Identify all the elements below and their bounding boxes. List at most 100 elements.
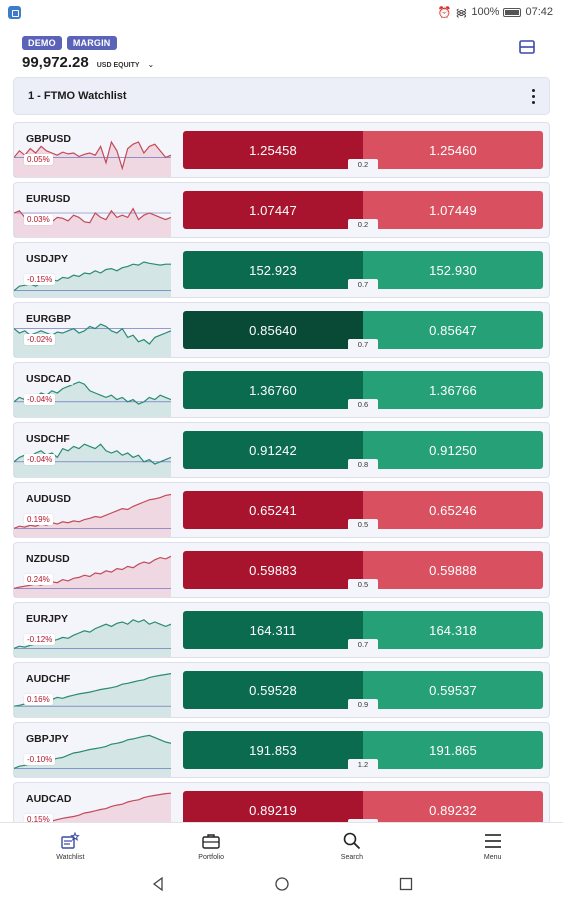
watchlist-row[interactable]: USDCHF -0.04% 0.91242 0.91250 0.8 bbox=[13, 422, 550, 478]
spread-value: 0.6 bbox=[348, 399, 378, 409]
sell-bid-button[interactable]: 0.85640 bbox=[183, 311, 363, 349]
sell-bid-button[interactable]: 0.91242 bbox=[183, 431, 363, 469]
instrument-symbol: AUDCAD bbox=[24, 793, 74, 805]
sell-bid-button[interactable]: 152.923 bbox=[183, 251, 363, 289]
watchlist-row[interactable]: GBPUSD 0.05% 1.25458 1.25460 0.2 bbox=[13, 122, 550, 178]
watchlist-row[interactable]: EURGBP -0.02% 0.85640 0.85647 0.7 bbox=[13, 302, 550, 358]
watchlist-row[interactable]: USDCAD -0.04% 1.36760 1.36766 0.6 bbox=[13, 362, 550, 418]
instrument-info[interactable]: AUDUSD 0.19% bbox=[14, 483, 171, 537]
sparkline-line bbox=[14, 555, 171, 589]
watchlist-title: 1 - FTMO Watchlist bbox=[28, 90, 127, 102]
sell-bid-button[interactable]: 0.59883 bbox=[183, 551, 363, 589]
sell-bid-button[interactable]: 0.89219 bbox=[183, 791, 363, 822]
sparkline-chart bbox=[14, 673, 171, 717]
buy-ask-button[interactable]: 1.36766 bbox=[363, 371, 543, 409]
battery-percent: 100% bbox=[471, 6, 500, 18]
instrument-info[interactable]: EURJPY -0.12% bbox=[14, 603, 171, 657]
instrument-info[interactable]: USDCAD -0.04% bbox=[14, 363, 171, 417]
nav-watchlist-label: Watchlist bbox=[56, 853, 85, 861]
instrument-info[interactable]: EURUSD 0.03% bbox=[14, 183, 171, 237]
daily-change: -0.04% bbox=[24, 394, 56, 405]
sparkline-area bbox=[14, 208, 171, 237]
buy-ask-button[interactable]: 0.89232 bbox=[363, 791, 543, 822]
sparkline-area bbox=[14, 324, 171, 357]
margin-badge: MARGIN bbox=[66, 36, 117, 50]
buy-ask-button[interactable]: 1.25460 bbox=[363, 131, 543, 169]
recents-icon[interactable] bbox=[399, 877, 413, 891]
sparkline-area bbox=[45, 793, 171, 822]
sparkline-chart bbox=[14, 207, 171, 237]
buy-ask-button[interactable]: 0.59888 bbox=[363, 551, 543, 589]
more-options-icon[interactable] bbox=[531, 88, 535, 104]
sparkline-chart bbox=[14, 381, 171, 417]
sparkline-area bbox=[14, 262, 171, 297]
instrument-symbol: EURUSD bbox=[24, 193, 73, 205]
instrument-info[interactable]: USDCHF -0.04% bbox=[14, 423, 171, 477]
hamburger-menu-icon bbox=[484, 833, 501, 848]
instrument-info[interactable]: GBPUSD 0.05% bbox=[14, 123, 171, 177]
nav-menu[interactable]: Menu bbox=[422, 823, 563, 868]
buy-ask-button[interactable]: 0.91250 bbox=[363, 431, 543, 469]
buy-ask-button[interactable]: 1.07449 bbox=[363, 191, 543, 229]
buy-ask-button[interactable]: 0.65246 bbox=[363, 491, 543, 529]
system-navigation-bar bbox=[0, 868, 563, 900]
spread-value: 0.8 bbox=[348, 459, 378, 469]
nav-portfolio[interactable]: Portfolio bbox=[141, 823, 282, 868]
wifi-icon: ᯼ bbox=[455, 6, 468, 19]
instrument-info[interactable]: USDJPY -0.15% bbox=[14, 243, 171, 297]
daily-change: -0.15% bbox=[24, 274, 56, 285]
watchlist-selector[interactable]: 1 - FTMO Watchlist bbox=[13, 77, 550, 115]
back-icon[interactable] bbox=[151, 877, 165, 891]
nav-search[interactable]: Search bbox=[282, 823, 423, 868]
equity-label: USD EQUITY bbox=[96, 62, 140, 69]
buy-ask-button[interactable]: 164.318 bbox=[363, 611, 543, 649]
watchlist-row[interactable]: EURUSD 0.03% 1.07447 1.07449 0.2 bbox=[13, 182, 550, 238]
price-buttons: 0.65241 0.65246 0.5 bbox=[183, 491, 543, 529]
watchlist-row[interactable]: GBPJPY -0.10% 191.853 191.865 1.2 bbox=[13, 722, 550, 778]
sparkline-line bbox=[14, 381, 171, 405]
buy-ask-button[interactable]: 191.865 bbox=[363, 731, 543, 769]
buy-ask-button[interactable]: 0.85647 bbox=[363, 311, 543, 349]
sell-bid-button[interactable]: 0.65241 bbox=[183, 491, 363, 529]
clock: 07:42 bbox=[525, 6, 553, 18]
instrument-info[interactable]: NZDUSD 0.24% bbox=[14, 543, 171, 597]
price-buttons: 0.59883 0.59888 0.5 bbox=[183, 551, 543, 589]
spread-value: 0.2 bbox=[348, 219, 378, 229]
layout-toggle-icon[interactable] bbox=[519, 40, 535, 54]
sparkline-line bbox=[14, 443, 171, 465]
price-buttons: 0.59528 0.59537 0.9 bbox=[183, 671, 543, 709]
home-icon[interactable] bbox=[274, 877, 289, 891]
sell-bid-button[interactable]: 1.07447 bbox=[183, 191, 363, 229]
instrument-info[interactable]: GBPJPY -0.10% bbox=[14, 723, 171, 777]
instrument-info[interactable]: AUDCHF 0.16% bbox=[14, 663, 171, 717]
watchlist-row[interactable]: NZDUSD 0.24% 0.59883 0.59888 0.5 bbox=[13, 542, 550, 598]
sell-bid-button[interactable]: 1.25458 bbox=[183, 131, 363, 169]
spread-value: 0.7 bbox=[348, 339, 378, 349]
watchlist-row[interactable]: AUDUSD 0.19% 0.65241 0.65246 0.5 bbox=[13, 482, 550, 538]
buy-ask-button[interactable]: 152.930 bbox=[363, 251, 543, 289]
equity-selector[interactable]: 99,972.28 USD EQUITY ⌄ bbox=[22, 54, 154, 71]
price-buttons: 1.07447 1.07449 0.2 bbox=[183, 191, 543, 229]
price-buttons: 164.311 164.318 0.7 bbox=[183, 611, 543, 649]
sparkline-area bbox=[14, 444, 171, 477]
instrument-info[interactable]: AUDCAD 0.15% bbox=[14, 783, 171, 822]
sell-bid-button[interactable]: 0.59528 bbox=[183, 671, 363, 709]
sparkline-line bbox=[14, 140, 171, 171]
instrument-info[interactable]: EURGBP -0.02% bbox=[14, 303, 171, 357]
sparkline-area bbox=[14, 735, 171, 777]
watchlist-row[interactable]: USDJPY -0.15% 152.923 152.930 0.7 bbox=[13, 242, 550, 298]
instrument-symbol: EURGBP bbox=[24, 313, 73, 325]
buy-ask-button[interactable]: 0.59537 bbox=[363, 671, 543, 709]
watchlist-row[interactable]: EURJPY -0.12% 164.311 164.318 0.7 bbox=[13, 602, 550, 658]
sell-bid-button[interactable]: 164.311 bbox=[183, 611, 363, 649]
sparkline-chart bbox=[14, 619, 171, 657]
alarm-icon: ⏰ bbox=[437, 6, 452, 19]
sparkline-chart bbox=[41, 792, 171, 822]
sell-bid-button[interactable]: 191.853 bbox=[183, 731, 363, 769]
watchlist-row[interactable]: AUDCHF 0.16% 0.59528 0.59537 0.9 bbox=[13, 662, 550, 718]
nav-watchlist[interactable]: Watchlist bbox=[0, 823, 141, 868]
sparkline-chart bbox=[14, 555, 171, 597]
app-notification-icon bbox=[8, 5, 21, 19]
sell-bid-button[interactable]: 1.36760 bbox=[183, 371, 363, 409]
